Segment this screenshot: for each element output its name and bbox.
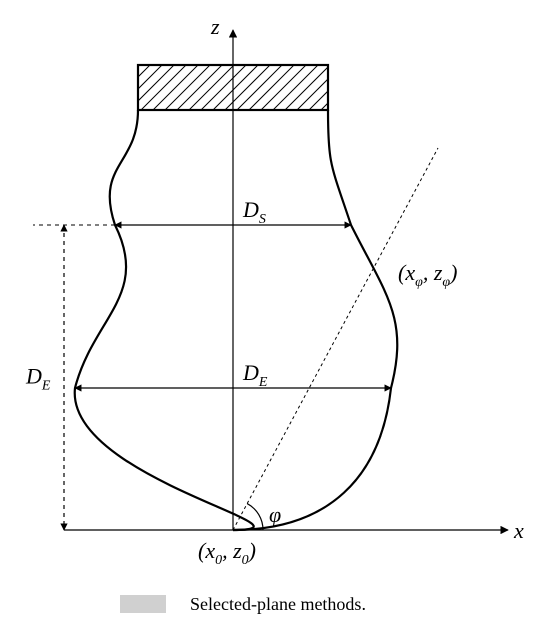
de-label-left: DE: [25, 364, 51, 394]
x-axis-label: x: [513, 518, 524, 543]
caption-text: Selected-plane methods.: [190, 594, 366, 615]
phi-ray: [233, 148, 438, 530]
de-label-center: DE: [242, 360, 268, 390]
drop-outline-right: [233, 110, 397, 530]
point-origin-label: (x0, z0): [198, 538, 256, 568]
z-axis-label: z: [210, 14, 220, 39]
phi-arc: [247, 504, 263, 530]
needle-cap: [93, 65, 414, 110]
drop-outline-left: [75, 110, 254, 530]
phi-label: φ: [269, 502, 281, 527]
ds-label: DS: [242, 197, 266, 227]
caption-greybox: [120, 595, 166, 613]
point-phi-label: (xφ, zφ): [398, 260, 457, 290]
